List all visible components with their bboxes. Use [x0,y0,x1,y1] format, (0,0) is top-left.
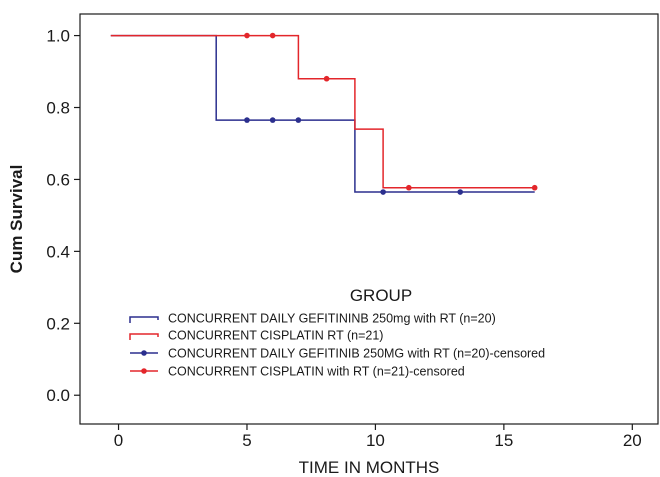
y-tick-label: 0.2 [46,314,70,333]
x-tick-label: 10 [366,431,385,450]
x-tick-label: 15 [494,431,513,450]
x-tick-label: 20 [623,431,642,450]
legend-key-point [141,368,147,374]
censored-point [323,75,330,82]
censored-point [380,189,386,195]
y-tick-label: 1.0 [46,27,70,46]
series-layer [110,32,538,195]
y-tick-label: 0.0 [46,386,70,405]
censored-point [244,117,250,123]
y-tick-label: 0.8 [46,99,70,118]
legend-label: CONCURRENT DAILY GEFITINIB 250MG with RT… [168,347,545,361]
y-tick-label: 0.4 [46,242,70,261]
censored-point [295,117,302,123]
axes-layer: 0 5 10 15 20 0.0 0.2 0.4 0.6 0.8 1.0 [46,13,659,450]
censored-point [269,117,276,123]
legend-label: CONCURRENT DAILY GEFITININB 250mg with R… [168,312,496,326]
legend-title: GROUP [350,286,412,305]
survival-step-line-2 [110,34,535,189]
legend-label: CONCURRENT CISPLATIN RT (n=21) [168,329,383,343]
x-tick-label: 0 [114,431,123,450]
legend-key-step [129,333,159,340]
x-axis-title: TIME IN MONTHS [299,458,440,477]
legend-key-point [141,350,147,356]
legend: GROUP CONCURRENT DAILY GEFITININB 250mg w… [129,286,545,379]
censored-point [457,189,463,195]
x-tick-label: 5 [242,431,251,450]
censored-point [269,32,276,39]
y-axis-title: Cum Survival [7,165,26,274]
plot-frame [79,13,659,425]
censored-point [531,184,538,191]
legend-label: CONCURRENT CISPLATIN with RT (n=21)-cens… [168,365,465,379]
censored-point [406,184,412,191]
y-tick-label: 0.6 [46,170,70,189]
censored-point [244,32,250,39]
legend-key-step [129,316,159,323]
